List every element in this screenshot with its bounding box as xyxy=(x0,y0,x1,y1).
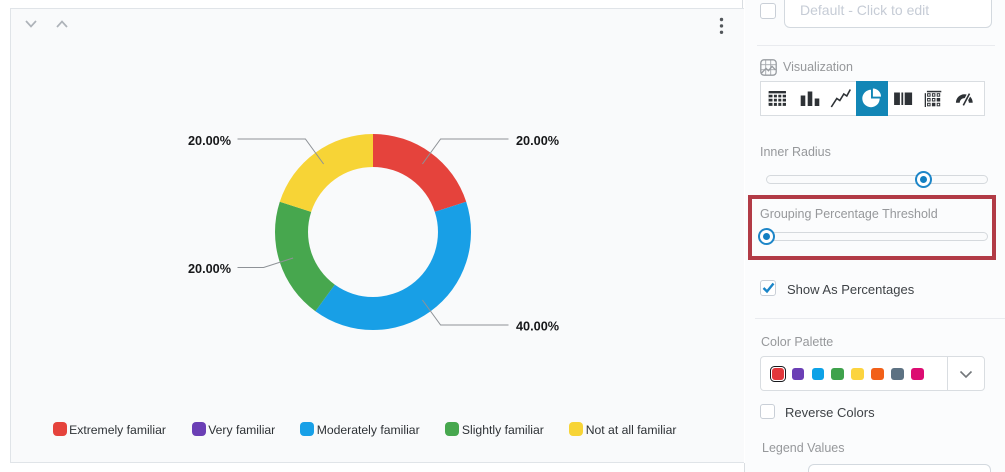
svg-text:20.00%: 20.00% xyxy=(188,262,231,276)
svg-text:20.00%: 20.00% xyxy=(188,134,231,148)
svg-text:20.00%: 20.00% xyxy=(516,134,559,148)
svg-text:40.00%: 40.00% xyxy=(516,320,559,334)
